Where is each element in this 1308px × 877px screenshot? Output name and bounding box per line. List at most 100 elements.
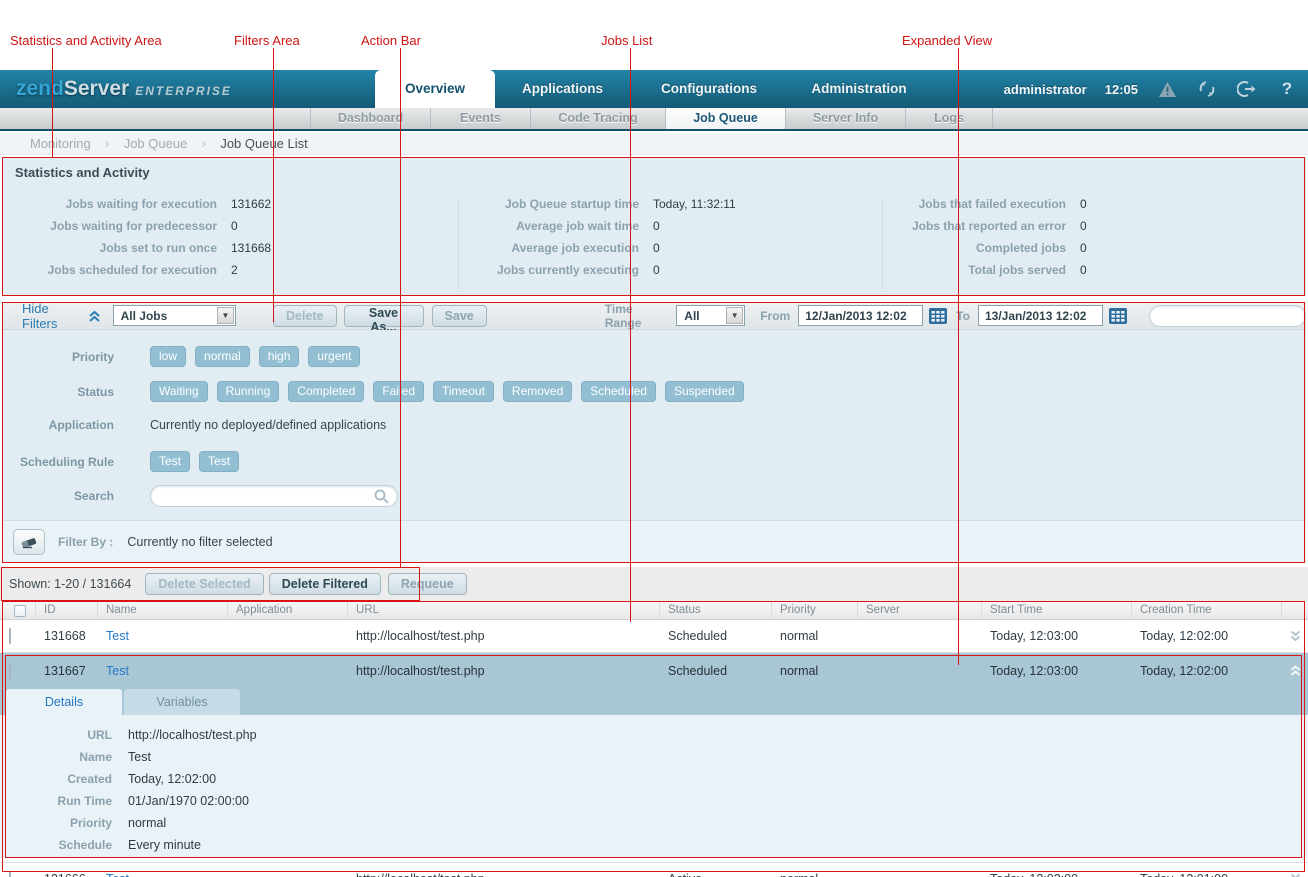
jobs-action-bar: Shown: 1-20 / 131664 Delete Selected Del… bbox=[0, 567, 1308, 601]
filter-toolbar: Hide Filters All Jobs ▼ Delete Save As...… bbox=[2, 300, 1308, 334]
subnav-job-queue[interactable]: Job Queue bbox=[665, 108, 785, 129]
saved-filter-select[interactable]: All Jobs ▼ bbox=[112, 305, 236, 326]
collapse-row-icon[interactable] bbox=[1282, 664, 1308, 677]
col-header-id[interactable]: ID bbox=[36, 601, 98, 620]
hide-filters-link[interactable]: Hide Filters bbox=[22, 300, 58, 331]
delete-filtered-button[interactable]: Delete Filtered bbox=[268, 573, 381, 595]
tab-overview[interactable]: Overview bbox=[375, 70, 495, 108]
job-status: Scheduled bbox=[668, 663, 728, 678]
expand-row-icon[interactable] bbox=[1282, 630, 1308, 642]
top-header-bar: zendServer ENTERPRISE Overview Applicatio… bbox=[0, 70, 1308, 108]
server-clock: 12:05 bbox=[1104, 81, 1138, 97]
detail-label: Name bbox=[79, 750, 112, 764]
priority-tag-high[interactable]: high bbox=[258, 346, 300, 367]
subnav-dashboard[interactable]: Dashboard bbox=[310, 108, 430, 129]
col-header-name[interactable]: Name bbox=[98, 601, 228, 620]
tab-administration[interactable]: Administration bbox=[811, 81, 907, 96]
col-header-server[interactable]: Server bbox=[858, 601, 982, 620]
calendar-icon[interactable] bbox=[929, 307, 948, 324]
status-tag-waiting[interactable]: Waiting bbox=[150, 381, 208, 402]
clear-filter-button[interactable] bbox=[13, 529, 45, 555]
job-name-link[interactable]: Test bbox=[106, 663, 129, 678]
subnav-events[interactable]: Events bbox=[430, 108, 530, 129]
stat-label: Jobs that failed execution bbox=[918, 197, 1066, 211]
priority-tag-urgent[interactable]: urgent bbox=[308, 346, 361, 367]
expand-row-icon[interactable] bbox=[1282, 873, 1308, 877]
breadcrumb-monitoring[interactable]: Monitoring bbox=[30, 136, 91, 151]
row-checkbox[interactable] bbox=[9, 662, 11, 679]
tab-details[interactable]: Details bbox=[6, 689, 122, 715]
status-tag-suspended[interactable]: Suspended bbox=[664, 381, 744, 402]
stat-value: 0 bbox=[231, 219, 238, 233]
breadcrumb-job-queue[interactable]: Job Queue bbox=[123, 136, 188, 151]
subnav-logs[interactable]: Logs bbox=[905, 108, 993, 129]
select-all-checkbox[interactable] bbox=[14, 604, 26, 617]
quick-search-box[interactable] bbox=[1149, 304, 1308, 327]
calendar-icon[interactable] bbox=[1109, 307, 1127, 324]
stat-value: 0 bbox=[653, 241, 660, 255]
job-url: http://localhost/test.php bbox=[356, 663, 485, 678]
col-header-start-time[interactable]: Start Time bbox=[982, 601, 1132, 620]
tab-configurations[interactable]: Configurations bbox=[661, 81, 757, 96]
from-date-input[interactable] bbox=[798, 305, 924, 326]
scheduling-rule-tag[interactable]: Test bbox=[150, 451, 191, 472]
job-name-link[interactable]: Test bbox=[106, 629, 129, 643]
detail-value: Test bbox=[128, 750, 151, 764]
priority-tag-low[interactable]: low bbox=[150, 346, 187, 367]
delete-selected-button[interactable]: Delete Selected bbox=[145, 573, 264, 595]
search-icon[interactable] bbox=[374, 489, 389, 504]
col-header-creation-time[interactable]: Creation Time bbox=[1132, 601, 1282, 620]
collapse-filters-icon[interactable] bbox=[88, 310, 101, 322]
status-tag-running[interactable]: Running bbox=[216, 381, 280, 402]
col-header-status[interactable]: Status bbox=[660, 601, 772, 620]
filter-search-box[interactable] bbox=[150, 485, 398, 507]
time-range-select[interactable]: All ▼ bbox=[676, 305, 746, 326]
status-tag-timeout[interactable]: Timeout bbox=[433, 381, 494, 402]
status-tag-failed[interactable]: Failed bbox=[373, 381, 424, 402]
row-checkbox[interactable] bbox=[9, 628, 11, 644]
annotation-filters-label: Filters Area bbox=[234, 33, 300, 48]
dropdown-arrow-icon[interactable]: ▼ bbox=[726, 307, 744, 324]
filter-search-input[interactable] bbox=[151, 489, 374, 503]
refresh-icon[interactable] bbox=[1196, 78, 1218, 100]
delete-filter-button[interactable]: Delete bbox=[272, 304, 337, 327]
col-header-application[interactable]: Application bbox=[228, 601, 348, 620]
annotation-expanded-view-label: Expanded View bbox=[902, 33, 993, 48]
help-icon[interactable]: ? bbox=[1281, 79, 1293, 98]
stat-label: Average job wait time bbox=[516, 219, 639, 233]
breadcrumb-current: Job Queue List bbox=[220, 136, 308, 151]
alert-icon[interactable] bbox=[1156, 78, 1178, 100]
from-label: From bbox=[760, 308, 791, 323]
job-row-131668[interactable]: 131668 Test http://localhost/test.php Sc… bbox=[0, 620, 1308, 653]
status-tag-removed[interactable]: Removed bbox=[502, 381, 573, 402]
logout-icon[interactable] bbox=[1236, 78, 1258, 100]
status-filter-label: Status bbox=[77, 384, 114, 399]
stat-value: 0 bbox=[1080, 219, 1087, 233]
requeue-button[interactable]: Requeue bbox=[387, 573, 467, 595]
status-tag-completed[interactable]: Completed bbox=[288, 381, 365, 402]
to-date-input[interactable] bbox=[978, 305, 1103, 326]
stat-label: Jobs waiting for execution bbox=[65, 197, 217, 211]
status-tag-scheduled[interactable]: Scheduled bbox=[581, 381, 656, 402]
filter-by-row: Filter By : Currently no filter selected bbox=[2, 520, 1306, 563]
subnav-code-tracing[interactable]: Code Tracing bbox=[530, 108, 665, 129]
stat-label: Total jobs served bbox=[968, 263, 1066, 277]
job-row-131667[interactable]: 131667 Test http://localhost/test.php Sc… bbox=[0, 653, 1308, 688]
detail-value: 01/Jan/1970 02:00:00 bbox=[128, 794, 249, 808]
save-button[interactable]: Save bbox=[431, 304, 487, 327]
dropdown-arrow-icon[interactable]: ▼ bbox=[216, 307, 234, 324]
col-header-priority[interactable]: Priority bbox=[772, 601, 858, 620]
tab-applications[interactable]: Applications bbox=[521, 81, 603, 96]
row-checkbox[interactable] bbox=[9, 871, 11, 877]
quick-search-input[interactable] bbox=[1150, 308, 1308, 323]
scheduling-rule-tag[interactable]: Test bbox=[199, 451, 240, 472]
scheduling-rule-filter-label: Scheduling Rule bbox=[19, 454, 114, 469]
job-row-131666[interactable]: 131666 Test http://localhost/test.php Ac… bbox=[0, 862, 1308, 877]
subnav-server-info[interactable]: Server Info bbox=[785, 108, 905, 129]
col-header-url[interactable]: URL bbox=[348, 601, 660, 620]
job-name-link[interactable]: Test bbox=[106, 872, 129, 877]
save-as-button[interactable]: Save As... bbox=[343, 304, 424, 334]
search-filter-label: Search bbox=[73, 489, 114, 503]
priority-tag-normal[interactable]: normal bbox=[195, 346, 250, 367]
tab-variables[interactable]: Variables bbox=[124, 689, 240, 715]
